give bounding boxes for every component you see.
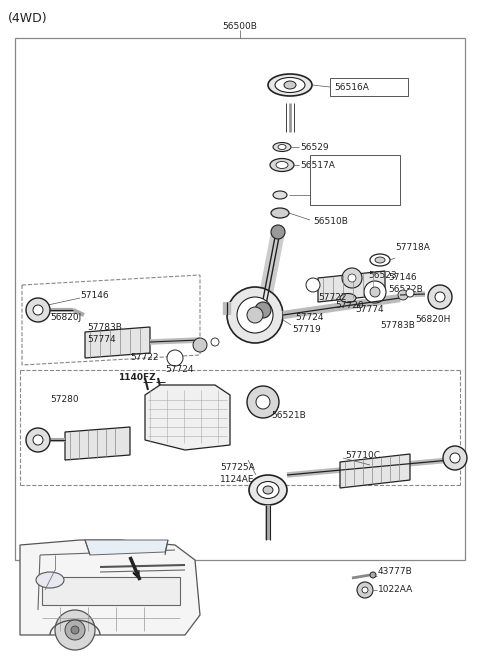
Bar xyxy=(42,577,180,605)
Text: 43777B: 43777B xyxy=(378,568,413,576)
Text: 57774: 57774 xyxy=(355,305,384,315)
Text: 56820J: 56820J xyxy=(50,313,81,323)
Polygon shape xyxy=(20,540,200,635)
Polygon shape xyxy=(145,385,230,450)
Circle shape xyxy=(357,582,373,598)
Text: 1124AE: 1124AE xyxy=(220,475,254,485)
Circle shape xyxy=(193,338,207,352)
Circle shape xyxy=(342,268,362,288)
Ellipse shape xyxy=(275,78,305,92)
Text: 57710C: 57710C xyxy=(345,450,380,459)
Circle shape xyxy=(247,386,279,418)
Text: 56523: 56523 xyxy=(368,270,396,280)
Circle shape xyxy=(167,350,183,366)
Text: 57722: 57722 xyxy=(130,353,158,363)
Circle shape xyxy=(55,610,95,650)
Ellipse shape xyxy=(273,143,291,151)
Circle shape xyxy=(406,289,414,297)
Circle shape xyxy=(398,290,408,300)
Text: 1022AA: 1022AA xyxy=(378,586,413,594)
Ellipse shape xyxy=(276,161,288,169)
Circle shape xyxy=(271,225,285,239)
Circle shape xyxy=(33,435,43,445)
Ellipse shape xyxy=(278,145,286,149)
Text: 56500B: 56500B xyxy=(223,22,257,31)
Text: 56517A: 56517A xyxy=(300,161,335,169)
Text: 57719: 57719 xyxy=(292,325,321,335)
Ellipse shape xyxy=(36,572,64,588)
Text: 56532B: 56532B xyxy=(388,286,423,295)
Ellipse shape xyxy=(249,475,287,505)
Circle shape xyxy=(211,338,219,346)
Ellipse shape xyxy=(268,74,312,96)
Circle shape xyxy=(26,428,50,452)
Circle shape xyxy=(71,626,79,634)
Ellipse shape xyxy=(257,481,279,499)
Text: 57724: 57724 xyxy=(165,365,193,374)
Text: 57146: 57146 xyxy=(80,291,108,299)
Text: 57783B: 57783B xyxy=(87,323,122,333)
Ellipse shape xyxy=(270,159,294,171)
Circle shape xyxy=(237,297,273,333)
Ellipse shape xyxy=(375,257,385,263)
Text: 57783B: 57783B xyxy=(380,321,415,329)
Text: 57720: 57720 xyxy=(335,301,364,309)
Circle shape xyxy=(450,453,460,463)
Text: 57146: 57146 xyxy=(388,274,417,282)
Text: 56529: 56529 xyxy=(300,143,329,151)
Circle shape xyxy=(370,287,380,297)
Circle shape xyxy=(362,587,368,593)
Circle shape xyxy=(247,307,263,323)
Text: 57280: 57280 xyxy=(50,396,79,404)
Polygon shape xyxy=(85,327,150,358)
Circle shape xyxy=(306,278,320,292)
Polygon shape xyxy=(318,271,385,302)
Text: 1140FZ: 1140FZ xyxy=(118,373,156,382)
Circle shape xyxy=(364,281,386,303)
Circle shape xyxy=(26,298,50,322)
Text: 56820H: 56820H xyxy=(415,315,450,325)
Circle shape xyxy=(348,274,356,282)
Text: 57718A: 57718A xyxy=(395,244,430,252)
Circle shape xyxy=(370,572,376,578)
Ellipse shape xyxy=(273,191,287,199)
Polygon shape xyxy=(65,427,130,460)
Text: 57722: 57722 xyxy=(318,293,347,303)
Bar xyxy=(15,38,465,560)
Ellipse shape xyxy=(263,486,273,494)
Ellipse shape xyxy=(340,293,356,303)
Text: 57725A: 57725A xyxy=(220,463,255,473)
Circle shape xyxy=(255,302,271,318)
Text: 56510B: 56510B xyxy=(313,218,348,226)
Bar xyxy=(310,155,400,205)
Text: 57724: 57724 xyxy=(295,313,324,323)
Circle shape xyxy=(435,292,445,302)
Text: 56516A: 56516A xyxy=(334,82,369,92)
Circle shape xyxy=(256,395,270,409)
Ellipse shape xyxy=(284,81,296,89)
Circle shape xyxy=(443,446,467,470)
Circle shape xyxy=(428,285,452,309)
Text: 56521B: 56521B xyxy=(271,412,306,420)
Polygon shape xyxy=(85,540,168,555)
Ellipse shape xyxy=(370,254,390,266)
Polygon shape xyxy=(340,454,410,488)
Text: 57774: 57774 xyxy=(87,335,116,345)
Text: (4WD): (4WD) xyxy=(8,12,48,25)
Bar xyxy=(330,78,408,96)
Ellipse shape xyxy=(271,208,289,218)
Circle shape xyxy=(227,287,283,343)
Circle shape xyxy=(65,620,85,640)
Circle shape xyxy=(33,305,43,315)
